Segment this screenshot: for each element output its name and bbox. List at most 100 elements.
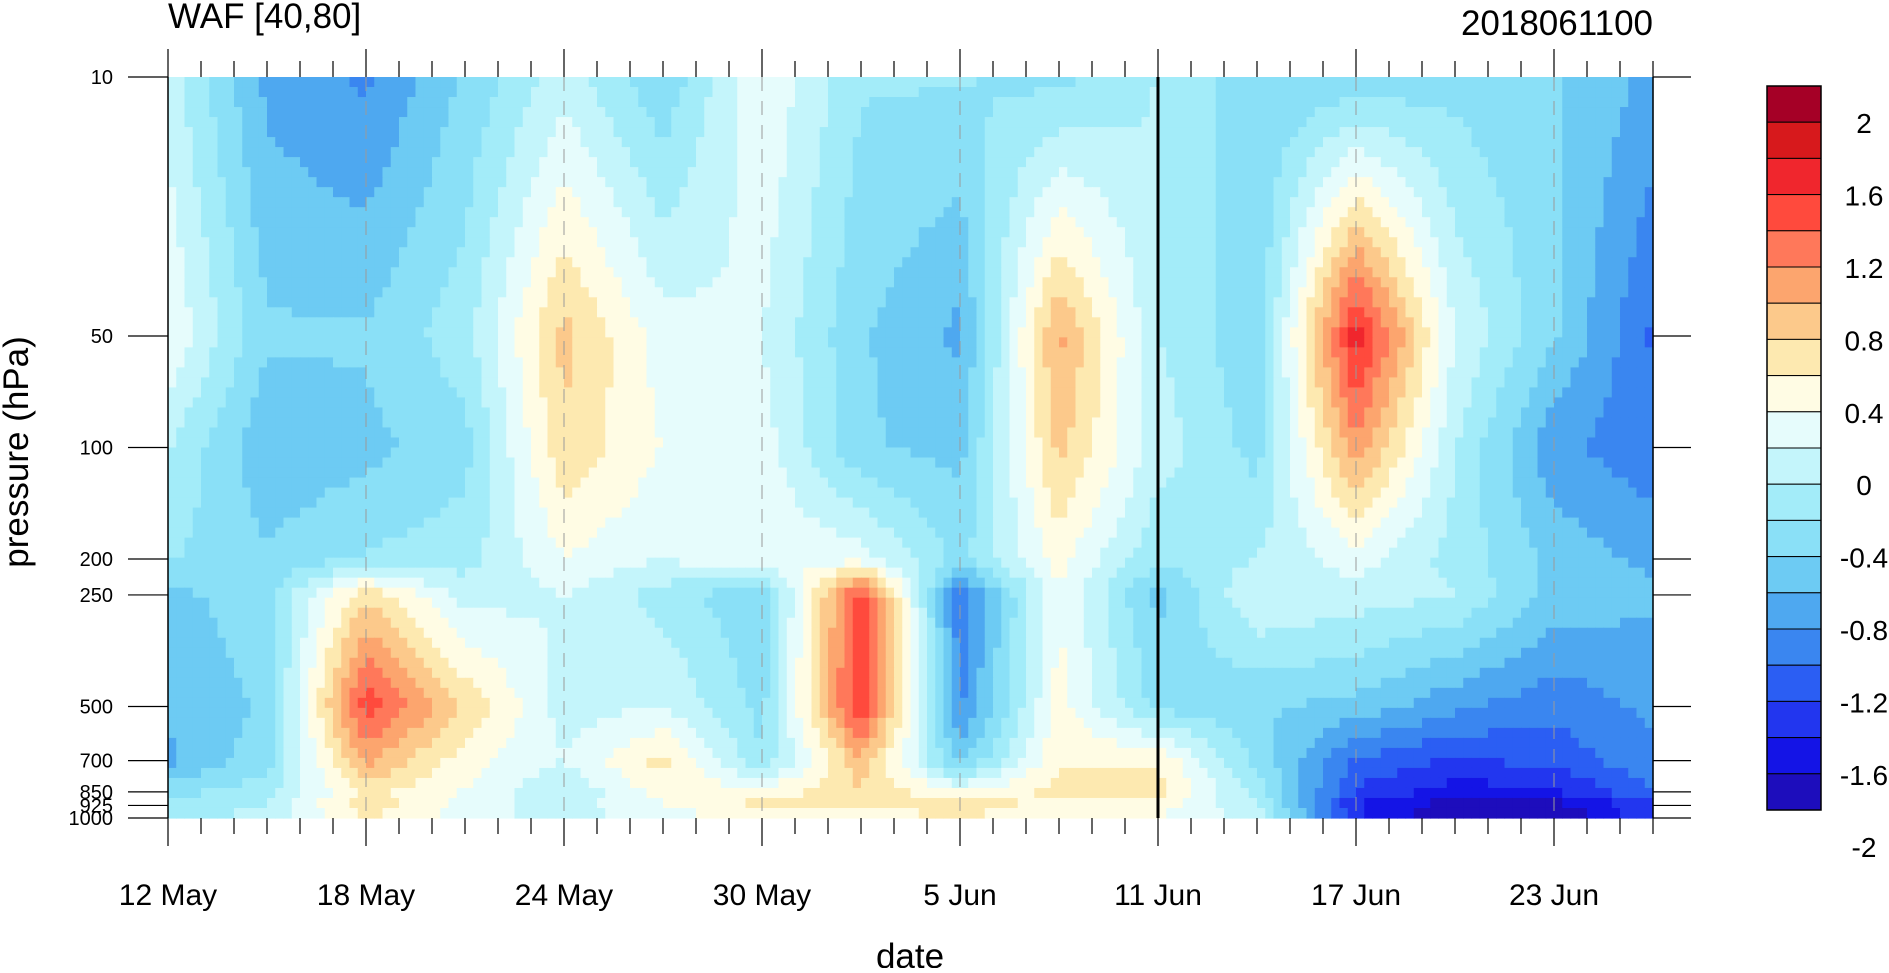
- contour-cell: [333, 217, 342, 228]
- contour-cell: [539, 297, 549, 308]
- contour-cell: [1488, 147, 1497, 158]
- contour-cell: [1281, 267, 1291, 278]
- contour-cell: [572, 147, 582, 158]
- contour-cell: [951, 147, 961, 158]
- contour-cell: [168, 117, 177, 128]
- contour-cell: [1009, 87, 1019, 98]
- contour-cell: [324, 127, 334, 138]
- contour-cell: [349, 307, 359, 318]
- contour-cell: [588, 347, 598, 358]
- contour-cell: [168, 167, 177, 178]
- contour-cell: [803, 237, 813, 248]
- contour-cell: [720, 107, 730, 118]
- contour-cell: [192, 77, 202, 88]
- contour-cell: [943, 107, 953, 118]
- contour-cell: [1512, 287, 1522, 298]
- contour-cell: [1529, 317, 1539, 328]
- contour-cell: [613, 247, 623, 258]
- contour-cell: [729, 287, 738, 298]
- contour-cell: [382, 177, 392, 188]
- contour-cell: [1628, 117, 1638, 128]
- contour-cell: [927, 327, 936, 338]
- contour-cell: [1595, 327, 1605, 338]
- contour-cell: [1644, 227, 1654, 238]
- contour-cell: [374, 317, 384, 328]
- contour-cell: [679, 327, 689, 338]
- contour-cell: [423, 277, 433, 288]
- contour-cell: [588, 197, 598, 208]
- contour-cell: [1265, 77, 1275, 88]
- contour-cell: [1042, 317, 1052, 328]
- contour-cell: [885, 337, 895, 348]
- contour-cell: [1026, 237, 1035, 248]
- contour-cell: [770, 167, 780, 178]
- contour-cell: [613, 147, 623, 158]
- contour-cell: [960, 167, 969, 178]
- contour-cell: [1050, 317, 1060, 328]
- contour-cell: [753, 347, 763, 358]
- contour-cell: [390, 117, 400, 128]
- contour-cell: [390, 167, 400, 178]
- contour-cell: [1446, 167, 1456, 178]
- contour-cell: [1644, 117, 1654, 128]
- contour-cell: [679, 317, 689, 328]
- contour-cell: [267, 157, 276, 168]
- contour-cell: [201, 107, 210, 118]
- contour-cell: [588, 287, 598, 298]
- contour-cell: [333, 77, 342, 88]
- contour-cell: [514, 227, 524, 238]
- contour-cell: [1281, 217, 1291, 228]
- contour-cell: [902, 257, 912, 268]
- contour-cell: [275, 127, 285, 138]
- contour-cell: [374, 97, 384, 108]
- contour-cell: [1455, 297, 1464, 308]
- contour-cell: [456, 167, 466, 178]
- contour-cell: [1001, 97, 1011, 108]
- contour-cell: [448, 117, 458, 128]
- contour-cell: [1545, 127, 1555, 138]
- contour-cell: [1100, 137, 1110, 148]
- contour-cell: [1628, 137, 1638, 148]
- contour-cell: [910, 227, 920, 238]
- contour-cell: [720, 167, 730, 178]
- contour-cell: [1001, 127, 1011, 138]
- contour-cell: [836, 287, 846, 298]
- contour-cell: [1603, 187, 1613, 198]
- contour-cell: [1611, 177, 1621, 188]
- contour-cell: [1290, 227, 1299, 238]
- contour-cell: [935, 317, 945, 328]
- contour-cell: [993, 287, 1002, 298]
- contour-cell: [1306, 327, 1316, 338]
- contour-cell: [192, 147, 202, 158]
- contour-cell: [1149, 247, 1159, 258]
- contour-cell: [506, 217, 516, 228]
- contour-cell: [696, 317, 705, 328]
- contour-cell: [861, 157, 870, 168]
- contour-cell: [382, 187, 392, 198]
- contour-cell: [1100, 337, 1110, 348]
- contour-cell: [390, 257, 400, 268]
- contour-cell: [753, 337, 763, 348]
- contour-cell: [1628, 187, 1638, 198]
- contour-cell: [762, 307, 771, 318]
- contour-cell: [885, 207, 895, 218]
- contour-cell: [1314, 307, 1324, 318]
- contour-cell: [935, 287, 945, 298]
- contour-cell: [646, 107, 656, 118]
- contour-cell: [1215, 157, 1225, 168]
- contour-cell: [1331, 97, 1341, 108]
- contour-cell: [1603, 107, 1613, 118]
- contour-cell: [440, 217, 450, 228]
- contour-cell: [498, 197, 507, 208]
- contour-cell: [621, 127, 631, 138]
- contour-cell: [324, 287, 334, 298]
- contour-cell: [1100, 267, 1110, 278]
- contour-cell: [1290, 307, 1299, 318]
- contour-cell: [1570, 217, 1580, 228]
- contour-cell: [374, 337, 384, 348]
- contour-cell: [1521, 107, 1530, 118]
- contour-cell: [935, 237, 945, 248]
- contour-cell: [1611, 217, 1621, 228]
- contour-cell: [1364, 277, 1374, 288]
- contour-cell: [1331, 267, 1341, 278]
